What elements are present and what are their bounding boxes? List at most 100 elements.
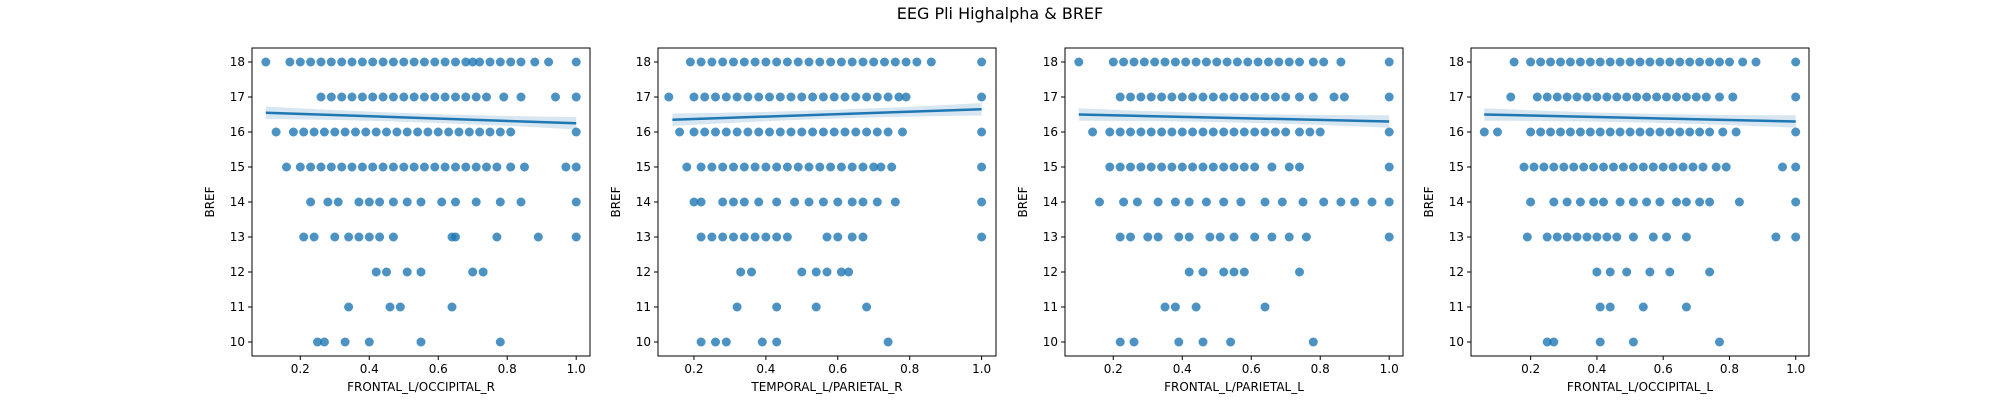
data-point bbox=[729, 162, 738, 172]
data-point bbox=[1655, 57, 1665, 67]
data-point bbox=[1115, 232, 1125, 242]
data-point bbox=[1229, 267, 1239, 277]
data-point bbox=[495, 197, 505, 207]
data-point bbox=[357, 162, 367, 172]
data-point bbox=[1705, 127, 1715, 137]
data-point bbox=[1108, 57, 1118, 67]
data-point bbox=[772, 337, 782, 347]
data-point bbox=[829, 92, 839, 102]
data-point bbox=[1605, 267, 1615, 277]
data-point bbox=[1136, 162, 1146, 172]
data-point bbox=[826, 57, 836, 67]
data-point bbox=[1115, 337, 1125, 347]
data-point bbox=[1681, 232, 1691, 242]
data-point bbox=[1295, 267, 1304, 277]
y-tick-label: 16 bbox=[230, 125, 245, 139]
data-point bbox=[1095, 197, 1104, 207]
data-point bbox=[1615, 127, 1625, 137]
data-point bbox=[1728, 92, 1738, 102]
data-point bbox=[1284, 57, 1294, 67]
y-tick-label: 10 bbox=[1043, 335, 1058, 349]
data-point bbox=[1715, 337, 1724, 347]
data-point bbox=[357, 92, 367, 102]
data-point bbox=[808, 127, 818, 137]
x-tick-label: 0.8 bbox=[498, 362, 517, 376]
data-point bbox=[371, 267, 381, 277]
data-point bbox=[1201, 57, 1211, 67]
data-point bbox=[1642, 92, 1652, 102]
data-point bbox=[1605, 302, 1615, 312]
y-tick-label: 11 bbox=[230, 300, 245, 314]
data-point bbox=[1791, 162, 1801, 172]
data-point bbox=[337, 92, 347, 102]
data-point bbox=[818, 127, 828, 137]
data-point bbox=[782, 162, 792, 172]
data-point bbox=[818, 92, 828, 102]
data-point bbox=[1791, 127, 1801, 137]
data-point bbox=[721, 127, 731, 137]
data-point bbox=[1705, 197, 1715, 207]
data-point bbox=[804, 162, 814, 172]
data-point bbox=[1715, 57, 1724, 67]
data-point bbox=[475, 57, 485, 67]
data-point bbox=[571, 197, 581, 207]
y-tick-label: 11 bbox=[636, 300, 651, 314]
data-point bbox=[1572, 92, 1582, 102]
data-point bbox=[836, 162, 846, 172]
data-point bbox=[757, 337, 767, 347]
data-point bbox=[451, 162, 460, 172]
data-point bbox=[1167, 162, 1177, 172]
data-point bbox=[1250, 162, 1260, 172]
data-point bbox=[1479, 127, 1489, 137]
data-point bbox=[1628, 232, 1638, 242]
data-point bbox=[1715, 92, 1724, 102]
data-point bbox=[696, 232, 706, 242]
data-point bbox=[793, 57, 803, 67]
data-point bbox=[1705, 267, 1715, 277]
data-point bbox=[1157, 127, 1167, 137]
data-point bbox=[1384, 57, 1394, 67]
chart-panel-3: 10 11 12 13 14 15 16 17 18 0.2 0.4 0.6 0.8 1.0 FRONTAL… bbox=[1016, 47, 1404, 394]
data-point bbox=[385, 302, 395, 312]
y-axis-label: BREF bbox=[609, 186, 623, 217]
data-point bbox=[818, 197, 828, 207]
data-point bbox=[772, 197, 782, 207]
data-point bbox=[382, 127, 391, 137]
data-point bbox=[371, 127, 381, 137]
data-point bbox=[399, 57, 409, 67]
data-point bbox=[1625, 57, 1635, 67]
data-point bbox=[739, 232, 749, 242]
data-point bbox=[1146, 127, 1156, 137]
data-point bbox=[461, 162, 471, 172]
data-point bbox=[1336, 197, 1346, 207]
data-point bbox=[1615, 197, 1625, 207]
data-point bbox=[419, 162, 429, 172]
data-point bbox=[793, 162, 803, 172]
data-point bbox=[1250, 92, 1260, 102]
y-axis-label: BREF bbox=[1422, 186, 1436, 217]
data-point bbox=[1562, 232, 1572, 242]
data-point bbox=[1181, 57, 1191, 67]
data-point bbox=[354, 197, 364, 207]
data-point bbox=[571, 127, 581, 137]
x-tick-label: 0.2 bbox=[684, 362, 703, 376]
data-point bbox=[1229, 92, 1239, 102]
data-point bbox=[765, 92, 774, 102]
data-point bbox=[1219, 127, 1229, 137]
data-point bbox=[1711, 162, 1721, 172]
data-point bbox=[378, 92, 388, 102]
data-point bbox=[1526, 57, 1536, 67]
data-point bbox=[1260, 127, 1270, 137]
data-point bbox=[1595, 127, 1605, 137]
data-point bbox=[858, 162, 868, 172]
data-point bbox=[977, 57, 987, 67]
data-point bbox=[1260, 197, 1270, 207]
x-tick-label: 0.2 bbox=[291, 362, 310, 376]
data-point bbox=[872, 127, 882, 137]
data-point bbox=[1701, 92, 1711, 102]
data-point bbox=[1198, 127, 1208, 137]
data-point bbox=[413, 127, 423, 137]
data-point bbox=[1119, 57, 1129, 67]
y-tick-label: 10 bbox=[230, 335, 245, 349]
data-point bbox=[732, 302, 742, 312]
